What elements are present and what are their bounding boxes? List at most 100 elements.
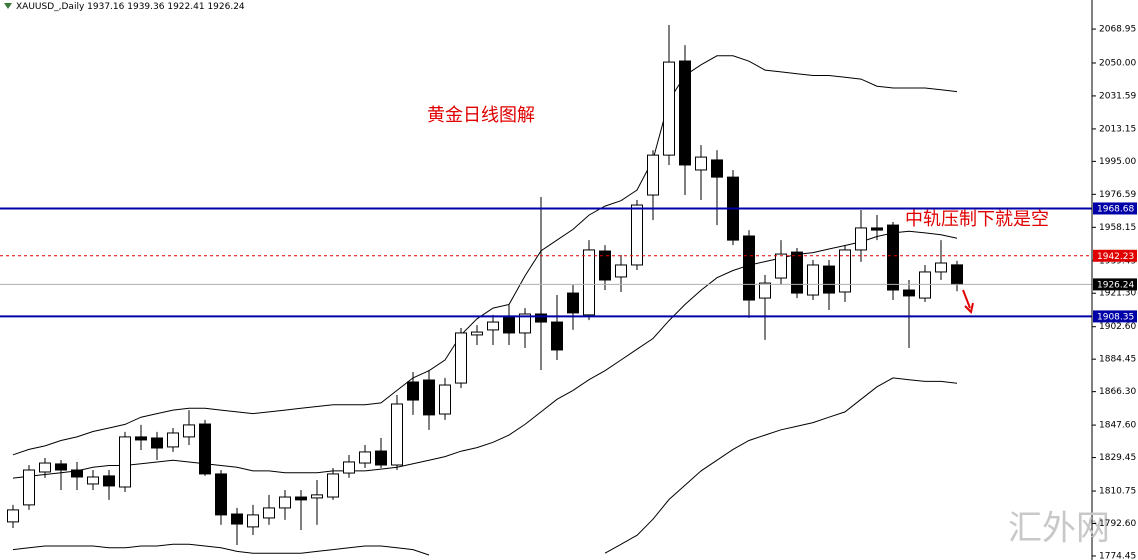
y-tick-label: 2050.00 bbox=[1099, 58, 1136, 68]
header-close: 1926.24 bbox=[207, 2, 244, 12]
candle-body bbox=[503, 315, 515, 334]
y-tick-label: 1866.30 bbox=[1099, 387, 1136, 397]
candle-body bbox=[23, 469, 35, 506]
candle-body bbox=[759, 282, 771, 299]
candle-body bbox=[87, 476, 99, 485]
y-tick-label: 1829.45 bbox=[1099, 453, 1136, 463]
candle-body bbox=[487, 321, 499, 331]
candle-body bbox=[919, 271, 931, 299]
candle-body bbox=[695, 156, 707, 171]
candle-body bbox=[519, 313, 531, 334]
y-tick-label: 1902.60 bbox=[1099, 322, 1136, 332]
candle-body bbox=[119, 436, 131, 488]
price-label-box bbox=[1093, 249, 1137, 262]
candle-body bbox=[663, 61, 675, 156]
price-label: 1908.35 bbox=[1097, 312, 1134, 322]
candle-body bbox=[135, 436, 147, 441]
candle-body bbox=[375, 450, 387, 466]
plot-area bbox=[0, 25, 1092, 556]
price-label-box bbox=[1093, 310, 1137, 323]
y-tick-label: 2031.59 bbox=[1099, 91, 1136, 101]
candle-body bbox=[679, 60, 691, 166]
candle-body bbox=[71, 469, 83, 478]
band-line bbox=[12, 55, 958, 456]
candle-body bbox=[455, 332, 467, 384]
price-label-box bbox=[1093, 278, 1137, 291]
header-high: 1939.36 bbox=[127, 2, 164, 12]
arrow-head bbox=[964, 302, 974, 314]
candle-body bbox=[791, 251, 803, 294]
candle-body bbox=[327, 473, 339, 498]
candle-body bbox=[343, 461, 355, 474]
candle-body bbox=[7, 509, 19, 523]
candle-body bbox=[775, 253, 787, 279]
y-tick-label: 1958.15 bbox=[1099, 223, 1136, 233]
candle-body bbox=[471, 331, 483, 336]
candle-body bbox=[615, 264, 627, 278]
candle-body bbox=[39, 462, 51, 473]
candle-body bbox=[567, 292, 579, 314]
candle-body bbox=[167, 432, 179, 448]
candle-body bbox=[887, 224, 899, 291]
candle-body bbox=[407, 381, 419, 401]
candle-body bbox=[359, 451, 371, 464]
y-tick-label: 2013.15 bbox=[1099, 124, 1136, 134]
candle-body bbox=[199, 423, 211, 475]
candle-body bbox=[711, 159, 723, 178]
candle-body bbox=[583, 249, 595, 316]
symbol: XAUUSD_,Daily bbox=[16, 2, 85, 12]
candle-body bbox=[55, 463, 67, 471]
candle-body bbox=[311, 494, 323, 499]
price-label: 1968.68 bbox=[1097, 204, 1134, 214]
candle-body bbox=[599, 250, 611, 281]
candle-body bbox=[743, 235, 755, 301]
y-tick-label: 1976.59 bbox=[1099, 190, 1136, 200]
candle-body bbox=[391, 403, 403, 466]
annotation: 黄金日线图解 bbox=[427, 105, 535, 126]
candle-body bbox=[631, 204, 643, 266]
arrow bbox=[962, 289, 971, 309]
price-label-box bbox=[1093, 202, 1137, 215]
candle-body bbox=[103, 475, 115, 487]
band-line bbox=[12, 377, 958, 556]
candle-body bbox=[839, 249, 851, 293]
candle-body bbox=[279, 496, 291, 509]
candle-body bbox=[935, 262, 947, 273]
candle-body bbox=[551, 321, 563, 351]
y-tick-label: 1810.75 bbox=[1099, 487, 1136, 497]
candle-body bbox=[823, 265, 835, 294]
candle-body bbox=[647, 154, 659, 196]
candle-body bbox=[151, 437, 163, 449]
header-open: 1937.16 bbox=[87, 2, 124, 12]
y-tick-label: 1921.30 bbox=[1099, 289, 1136, 299]
candle-body bbox=[423, 379, 435, 416]
candle-body bbox=[439, 384, 451, 415]
header-icon bbox=[4, 3, 12, 9]
candle-body bbox=[535, 313, 547, 323]
candle-body bbox=[183, 424, 195, 438]
candle-body bbox=[263, 507, 275, 519]
y-tick-label: 1847.60 bbox=[1099, 421, 1136, 431]
candle-body bbox=[247, 514, 259, 528]
y-tick-label: 1792.60 bbox=[1099, 519, 1136, 529]
header-low: 1922.41 bbox=[167, 2, 204, 12]
y-tick-label: 2068.95 bbox=[1099, 25, 1136, 35]
chart-header: XAUUSD_,Daily 1937.16 1939.36 1922.41 19… bbox=[16, 2, 245, 12]
candle-body bbox=[855, 227, 867, 251]
candle-body bbox=[951, 264, 963, 285]
watermark: 汇外网 bbox=[1008, 509, 1110, 549]
candle-body bbox=[215, 473, 227, 516]
annotation: 中轨压制下就是空 bbox=[905, 209, 1049, 230]
candle-body bbox=[903, 289, 915, 297]
candle-body bbox=[295, 496, 307, 501]
y-tick-label: 1995.00 bbox=[1099, 157, 1136, 167]
price-label: 1942.23 bbox=[1097, 252, 1134, 262]
candle-body bbox=[871, 227, 883, 231]
y-tick-label: 1774.45 bbox=[1099, 551, 1136, 560]
candle-body bbox=[807, 264, 819, 296]
candle-body bbox=[231, 513, 243, 525]
price-label: 1926.24 bbox=[1097, 280, 1134, 290]
y-tick-label: 1884.45 bbox=[1099, 355, 1136, 365]
